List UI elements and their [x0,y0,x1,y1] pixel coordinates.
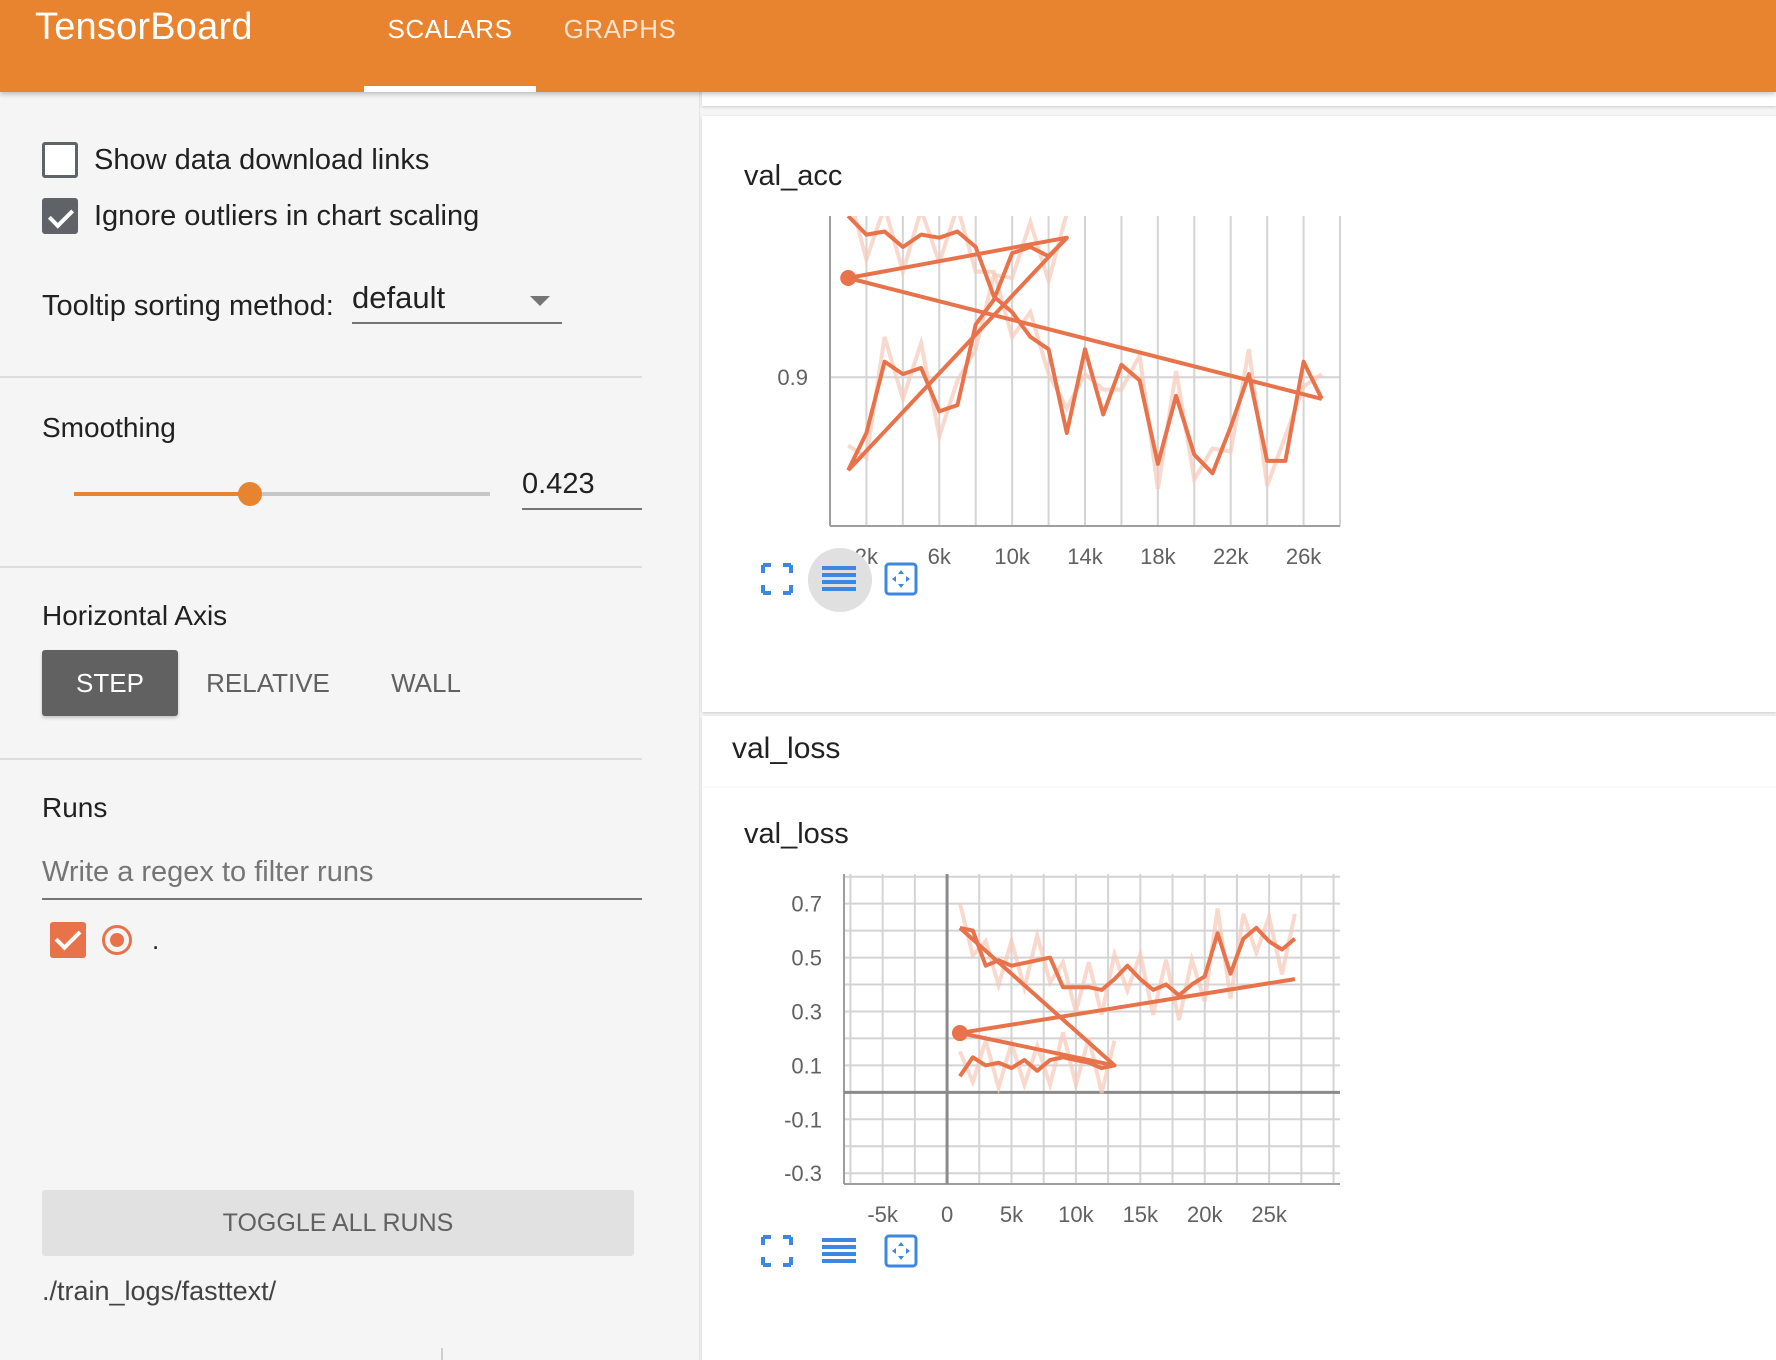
divider-mark [441,1348,443,1360]
x-tick-label: 6k [928,544,952,569]
axis-wall-button[interactable]: WALL [391,667,461,698]
tab-scalars[interactable]: SCALARS [387,14,513,44]
section-divider [0,758,642,760]
x-tick-label: 26k [1286,544,1322,569]
x-tick-label: 10k [994,544,1030,569]
x-tick-label: 15k [1123,1202,1159,1227]
axis-step-button[interactable]: STEP [42,650,178,716]
x-tick-label: 5k [1000,1202,1024,1227]
hover-point [840,270,857,286]
runs-heading: Runs [42,792,108,823]
fullscreen-icon[interactable] [760,1234,794,1268]
chart-title: val_loss [744,818,849,850]
sidebar: Show data download links Ignore outliers… [0,92,700,1360]
y-tick-label: -0.3 [784,1161,822,1186]
smoothing-input[interactable]: 0.423 [522,464,642,510]
main-content: val_acc 2k 6k 10k 14k 18k 22k 26k 0.9 val_loss … [702,72,1776,1360]
show-download-links-label: Show data download links [94,143,430,176]
fullscreen-icon[interactable] [760,562,794,596]
toggle-all-runs-button[interactable]: TOGGLE ALL RUNS [42,1190,634,1256]
smoothed-series-line [846,235,1323,472]
x-tick-label: 0 [941,1202,953,1227]
active-tab-indicator [364,86,536,92]
raw-series-line [958,1032,1117,1095]
chart-series [957,902,1297,1095]
y-tick-label: 0.1 [791,1053,822,1078]
smoothing-slider[interactable] [74,482,490,506]
smoothing-slider-fill [74,492,250,496]
x-tick-label: 20k [1187,1202,1223,1227]
chart-series [846,216,1324,490]
smoothed-series-line [958,1055,1115,1078]
group-header-val-loss[interactable]: val_loss [702,716,1776,788]
run-name: . [152,924,160,955]
smoothed-series-line [957,926,1296,1068]
section-divider [0,376,642,378]
horizontal-axis-heading: Horizontal Axis [42,600,228,631]
x-tick-label: 14k [1067,544,1103,569]
run-item[interactable]: . [50,922,159,958]
x-tick-label: 18k [1140,544,1176,569]
log-directory: ./train_logs/fasttext/ [42,1276,277,1306]
x-tick-label: 10k [1058,1202,1094,1227]
show-download-links-option[interactable]: Show data download links [42,142,429,178]
hover-point [951,1025,968,1042]
smoothed-series-line [846,236,1069,472]
toggle-y-log-icon[interactable] [822,562,856,596]
axis-relative-button[interactable]: RELATIVE [206,667,330,698]
toggle-y-log-icon[interactable] [822,1234,856,1268]
chart-title: val_acc [744,160,843,192]
raw-series-line [957,902,1297,1021]
ignore-outliers-option[interactable]: Ignore outliers in chart scaling [42,198,479,234]
smoothing-slider-thumb[interactable] [237,482,262,506]
top-app-bar: TensorBoard SCALARS GRAPHS [0,0,1776,92]
y-tick-label: -0.1 [784,1107,822,1132]
raw-series-line [847,216,1069,462]
tooltip-sorting-select[interactable]: default [352,280,562,324]
chart-grid [844,874,1340,1184]
tooltip-sorting-value: default [352,280,446,315]
fit-domain-icon[interactable] [884,1234,918,1268]
val-loss-chart[interactable]: -5k 0 5k 10k 15k 20k 25k 0.7 0.5 0.3 0.1 -0.1 -0.3 [722,864,1362,1244]
ignore-outliers-checkbox[interactable] [42,198,78,234]
y-tick-label: 0.7 [791,892,822,917]
run-radio-button[interactable] [102,925,132,955]
smoothed-series-line [846,216,1324,476]
runs-filter-input[interactable]: Write a regex to filter runs [42,852,642,900]
app-title: TensorBoard [35,6,253,48]
chart-card-val-acc: val_acc 2k 6k 10k 14k 18k 22k 26k 0.9 [702,116,1776,712]
dropdown-caret-icon [530,296,550,306]
y-tick-label: 0.5 [791,946,822,971]
tooltip-sorting-label: Tooltip sorting method: [42,290,334,322]
fit-domain-icon[interactable] [884,562,918,596]
run-checkbox[interactable] [50,922,86,958]
smoothing-heading: Smoothing [42,412,176,443]
chart-card-val-loss: val_loss -5k 0 5k 10k 15k 20k 25k 0.7 0.5 0.3 0.1-… [702,788,1776,1360]
x-tick-label: 25k [1251,1202,1287,1227]
section-divider [0,566,642,568]
ignore-outliers-label: Ignore outliers in chart scaling [94,199,480,232]
smoothed-series-line [959,925,1297,998]
raw-series-line [852,216,1323,490]
y-tick-label: 0.3 [791,999,822,1024]
y-tick-label: 0.9 [777,365,808,390]
tab-graphs[interactable]: GRAPHS [563,14,677,44]
x-tick-label: -5k [867,1202,899,1227]
group-title: val_loss [732,732,841,765]
x-tick-label: 22k [1213,544,1249,569]
show-download-links-checkbox[interactable] [42,142,78,178]
